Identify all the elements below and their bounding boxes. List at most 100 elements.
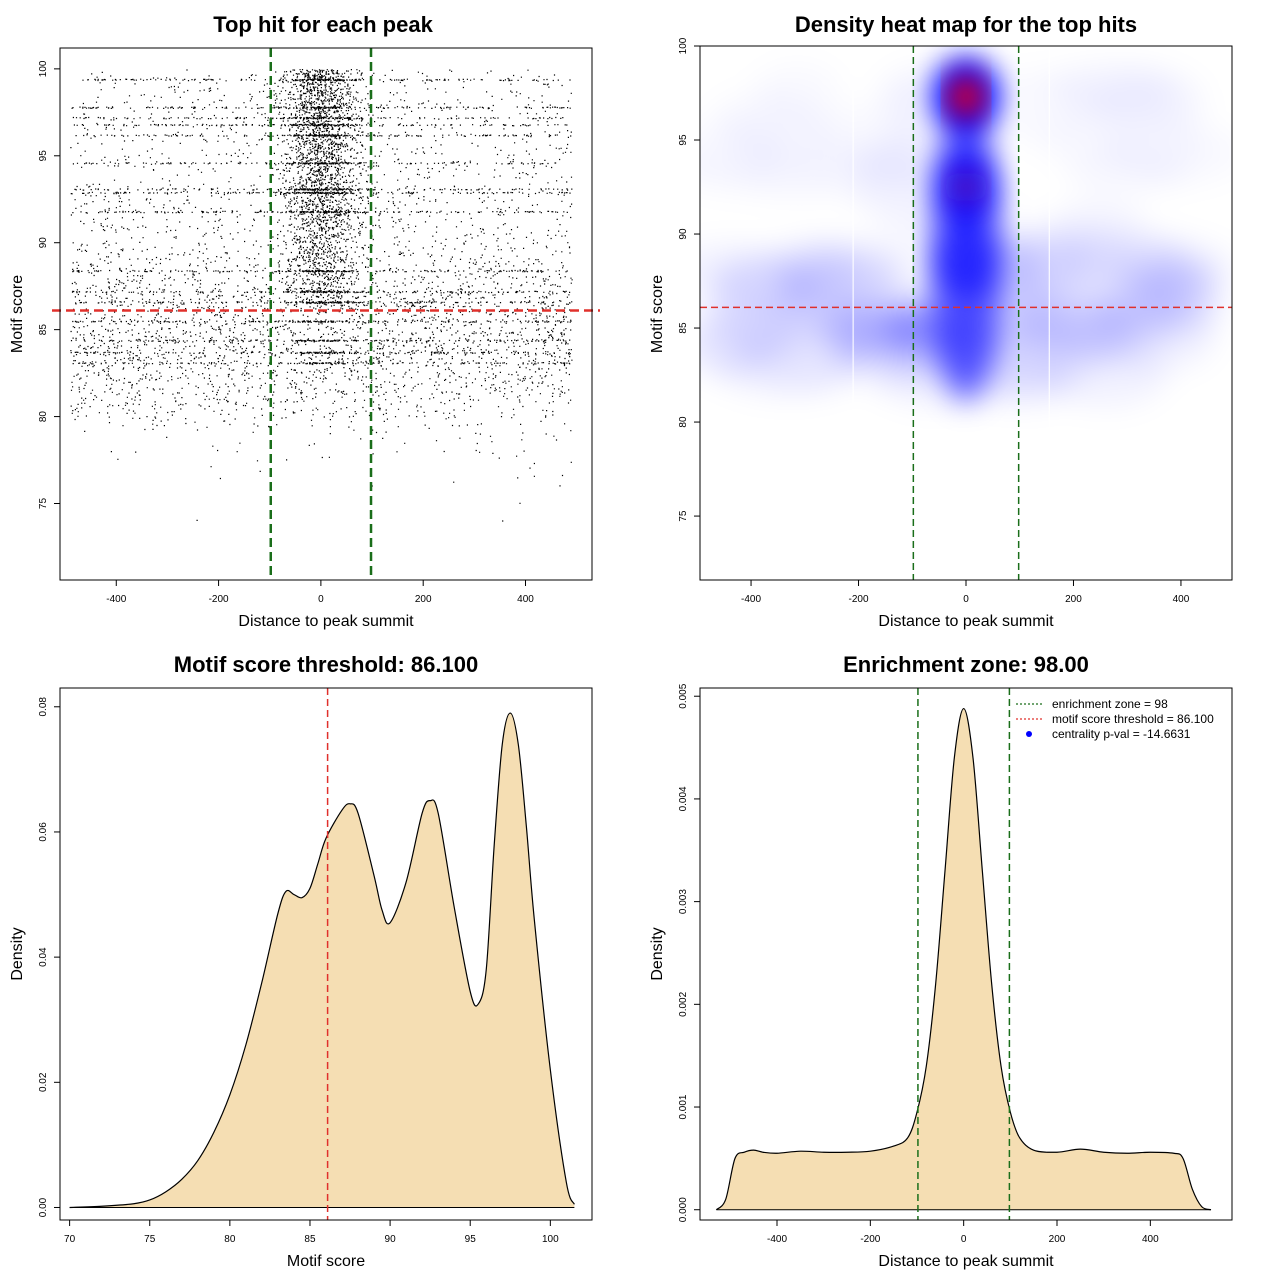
motif-density-y-axis: 0.00 0.02 0.04 0.06 0.08 bbox=[38, 697, 61, 1217]
heatmap-peak-purple bbox=[952, 172, 980, 203]
x-tick-label: -200 bbox=[209, 594, 229, 605]
y-tick-label: 90 bbox=[38, 237, 49, 249]
distance-density-y-axis: 0.000 0.001 0.002 0.003 0.004 0.005 bbox=[678, 683, 701, 1222]
x-tick-label: 200 bbox=[1065, 594, 1082, 605]
x-tick-label: -200 bbox=[849, 594, 869, 605]
x-tick-label: -400 bbox=[767, 1234, 787, 1245]
y-tick-label: 75 bbox=[38, 498, 49, 510]
scatter-point-marks bbox=[70, 69, 573, 522]
y-tick-label: 0.002 bbox=[678, 991, 689, 1016]
scatter-plot-frame bbox=[59, 47, 593, 581]
x-tick-label: 200 bbox=[1049, 1234, 1066, 1245]
density-area bbox=[716, 708, 1211, 1210]
heatmap-background-blob bbox=[712, 90, 818, 147]
heatmap-background-blob bbox=[986, 357, 1074, 406]
x-tick-label: 85 bbox=[304, 1234, 316, 1245]
x-tick-label: 70 bbox=[64, 1234, 76, 1245]
scatter-points bbox=[70, 69, 573, 522]
heatmap-xlabel: Distance to peak summit bbox=[878, 613, 1054, 630]
y-tick-label: 95 bbox=[678, 134, 689, 146]
heatmap-peak-red bbox=[948, 76, 984, 117]
density-line bbox=[715, 707, 1212, 1211]
heatmap-x-axis: -400 -200 0 200 400 bbox=[741, 579, 1190, 605]
distance-density-title: Enrichment zone: 98.00 bbox=[843, 652, 1089, 677]
x-tick-label: 400 bbox=[1142, 1234, 1159, 1245]
distance-density-xlabel: Distance to peak summit bbox=[878, 1253, 1054, 1270]
distance-density-x-axis: -400 -200 0 200 400 bbox=[767, 1219, 1159, 1245]
heatmap-background-blob bbox=[1104, 248, 1214, 317]
heatmap-background-blob bbox=[1093, 70, 1205, 125]
legend-threshold-label: motif score threshold = 86.100 bbox=[1052, 712, 1214, 726]
heatmap-background-blob bbox=[779, 255, 892, 313]
y-tick-label: 75 bbox=[678, 510, 689, 522]
motif-density-title: Motif score threshold: 86.100 bbox=[174, 652, 478, 677]
x-tick-label: -400 bbox=[106, 594, 126, 605]
scatter-y-axis: 75 80 85 90 95 100 bbox=[38, 60, 61, 510]
y-tick-label: 0.04 bbox=[38, 947, 49, 967]
heatmap-ylabel: Motif score bbox=[649, 275, 666, 353]
heatmap-peak-glow bbox=[948, 76, 984, 203]
scatter-xlabel: Distance to peak summit bbox=[238, 613, 414, 630]
heatmap-hotspot bbox=[932, 222, 1000, 303]
x-tick-label: 100 bbox=[542, 1234, 559, 1245]
heatmap-reference-lines bbox=[700, 46, 1232, 580]
x-tick-label: -400 bbox=[741, 594, 761, 605]
panel-heatmap: Density heat map for the top hits -400 -2… bbox=[649, 12, 1233, 630]
y-tick-label: 0.005 bbox=[678, 683, 689, 708]
x-tick-label: 0 bbox=[963, 594, 969, 605]
motif-density-ylabel: Density bbox=[9, 927, 26, 980]
scatter-ylabel: Motif score bbox=[9, 275, 26, 353]
y-tick-label: 0.00 bbox=[38, 1197, 49, 1217]
distance-density-legend: enrichment zone = 98 motif score thresho… bbox=[1016, 697, 1214, 741]
y-tick-label: 0.08 bbox=[38, 697, 49, 717]
x-tick-label: 0 bbox=[318, 594, 324, 605]
heatmap-y-axis: 75 80 85 90 95 100 bbox=[678, 37, 701, 522]
distance-density-reference-lines bbox=[917, 688, 1011, 1220]
y-tick-label: 0.02 bbox=[38, 1072, 49, 1092]
x-tick-label: 400 bbox=[517, 594, 534, 605]
scatter-reference-lines bbox=[52, 48, 600, 580]
panel-motif-density: Motif score threshold: 86.100 70 75 80 85 90… bbox=[9, 652, 593, 1270]
y-tick-label: 0.000 bbox=[678, 1197, 689, 1222]
scatter-title: Top hit for each peak bbox=[213, 12, 433, 37]
y-tick-label: 90 bbox=[678, 228, 689, 240]
panel-scatter: Top hit for each peak -400 -200 0 200 400 75… bbox=[9, 12, 600, 630]
x-tick-label: 400 bbox=[1173, 594, 1190, 605]
x-tick-label: 90 bbox=[385, 1234, 397, 1245]
panel-distance-density: Enrichment zone: 98.00 -400 -200 0 200 400 0… bbox=[649, 652, 1233, 1270]
legend-enrichment-label: enrichment zone = 98 bbox=[1052, 697, 1168, 711]
y-tick-label: 0.004 bbox=[678, 786, 689, 811]
heatmap-title: Density heat map for the top hits bbox=[795, 12, 1137, 37]
heatmap-background-glow bbox=[700, 70, 1232, 408]
density-line bbox=[69, 712, 575, 1209]
x-tick-label: 200 bbox=[415, 594, 432, 605]
scatter-x-axis: -400 -200 0 200 400 bbox=[106, 579, 534, 605]
heatmap-background-blob bbox=[715, 340, 855, 397]
distance-density-ylabel: Density bbox=[649, 927, 666, 980]
motif-density-x-axis: 70 75 80 85 90 95 100 bbox=[64, 1219, 559, 1245]
y-tick-label: 95 bbox=[38, 150, 49, 162]
x-tick-label: 80 bbox=[224, 1234, 236, 1245]
y-tick-label: 100 bbox=[38, 60, 49, 77]
legend-pval-point bbox=[1026, 731, 1032, 737]
x-tick-label: 75 bbox=[144, 1234, 156, 1245]
y-tick-label: 0.003 bbox=[678, 889, 689, 914]
heatmap-background-blob bbox=[1051, 211, 1150, 276]
heatmap-background-blob bbox=[1068, 147, 1186, 195]
legend-pval-label: centrality p-val = -14.6631 bbox=[1052, 727, 1191, 741]
motif-density-curve bbox=[69, 712, 575, 1209]
heatmap-column-low bbox=[936, 306, 996, 387]
y-tick-label: 80 bbox=[38, 411, 49, 423]
x-tick-label: -200 bbox=[860, 1234, 880, 1245]
y-tick-label: 0.001 bbox=[678, 1094, 689, 1119]
heatmap-density bbox=[700, 46, 1232, 498]
x-tick-label: 95 bbox=[465, 1234, 477, 1245]
y-tick-label: 100 bbox=[678, 37, 689, 54]
y-tick-label: 85 bbox=[38, 324, 49, 336]
x-tick-label: 0 bbox=[961, 1234, 967, 1245]
distance-density-curve bbox=[715, 707, 1212, 1211]
y-tick-label: 80 bbox=[678, 416, 689, 428]
density-area bbox=[69, 713, 575, 1208]
y-tick-label: 0.06 bbox=[38, 822, 49, 842]
motif-density-xlabel: Motif score bbox=[287, 1253, 365, 1270]
